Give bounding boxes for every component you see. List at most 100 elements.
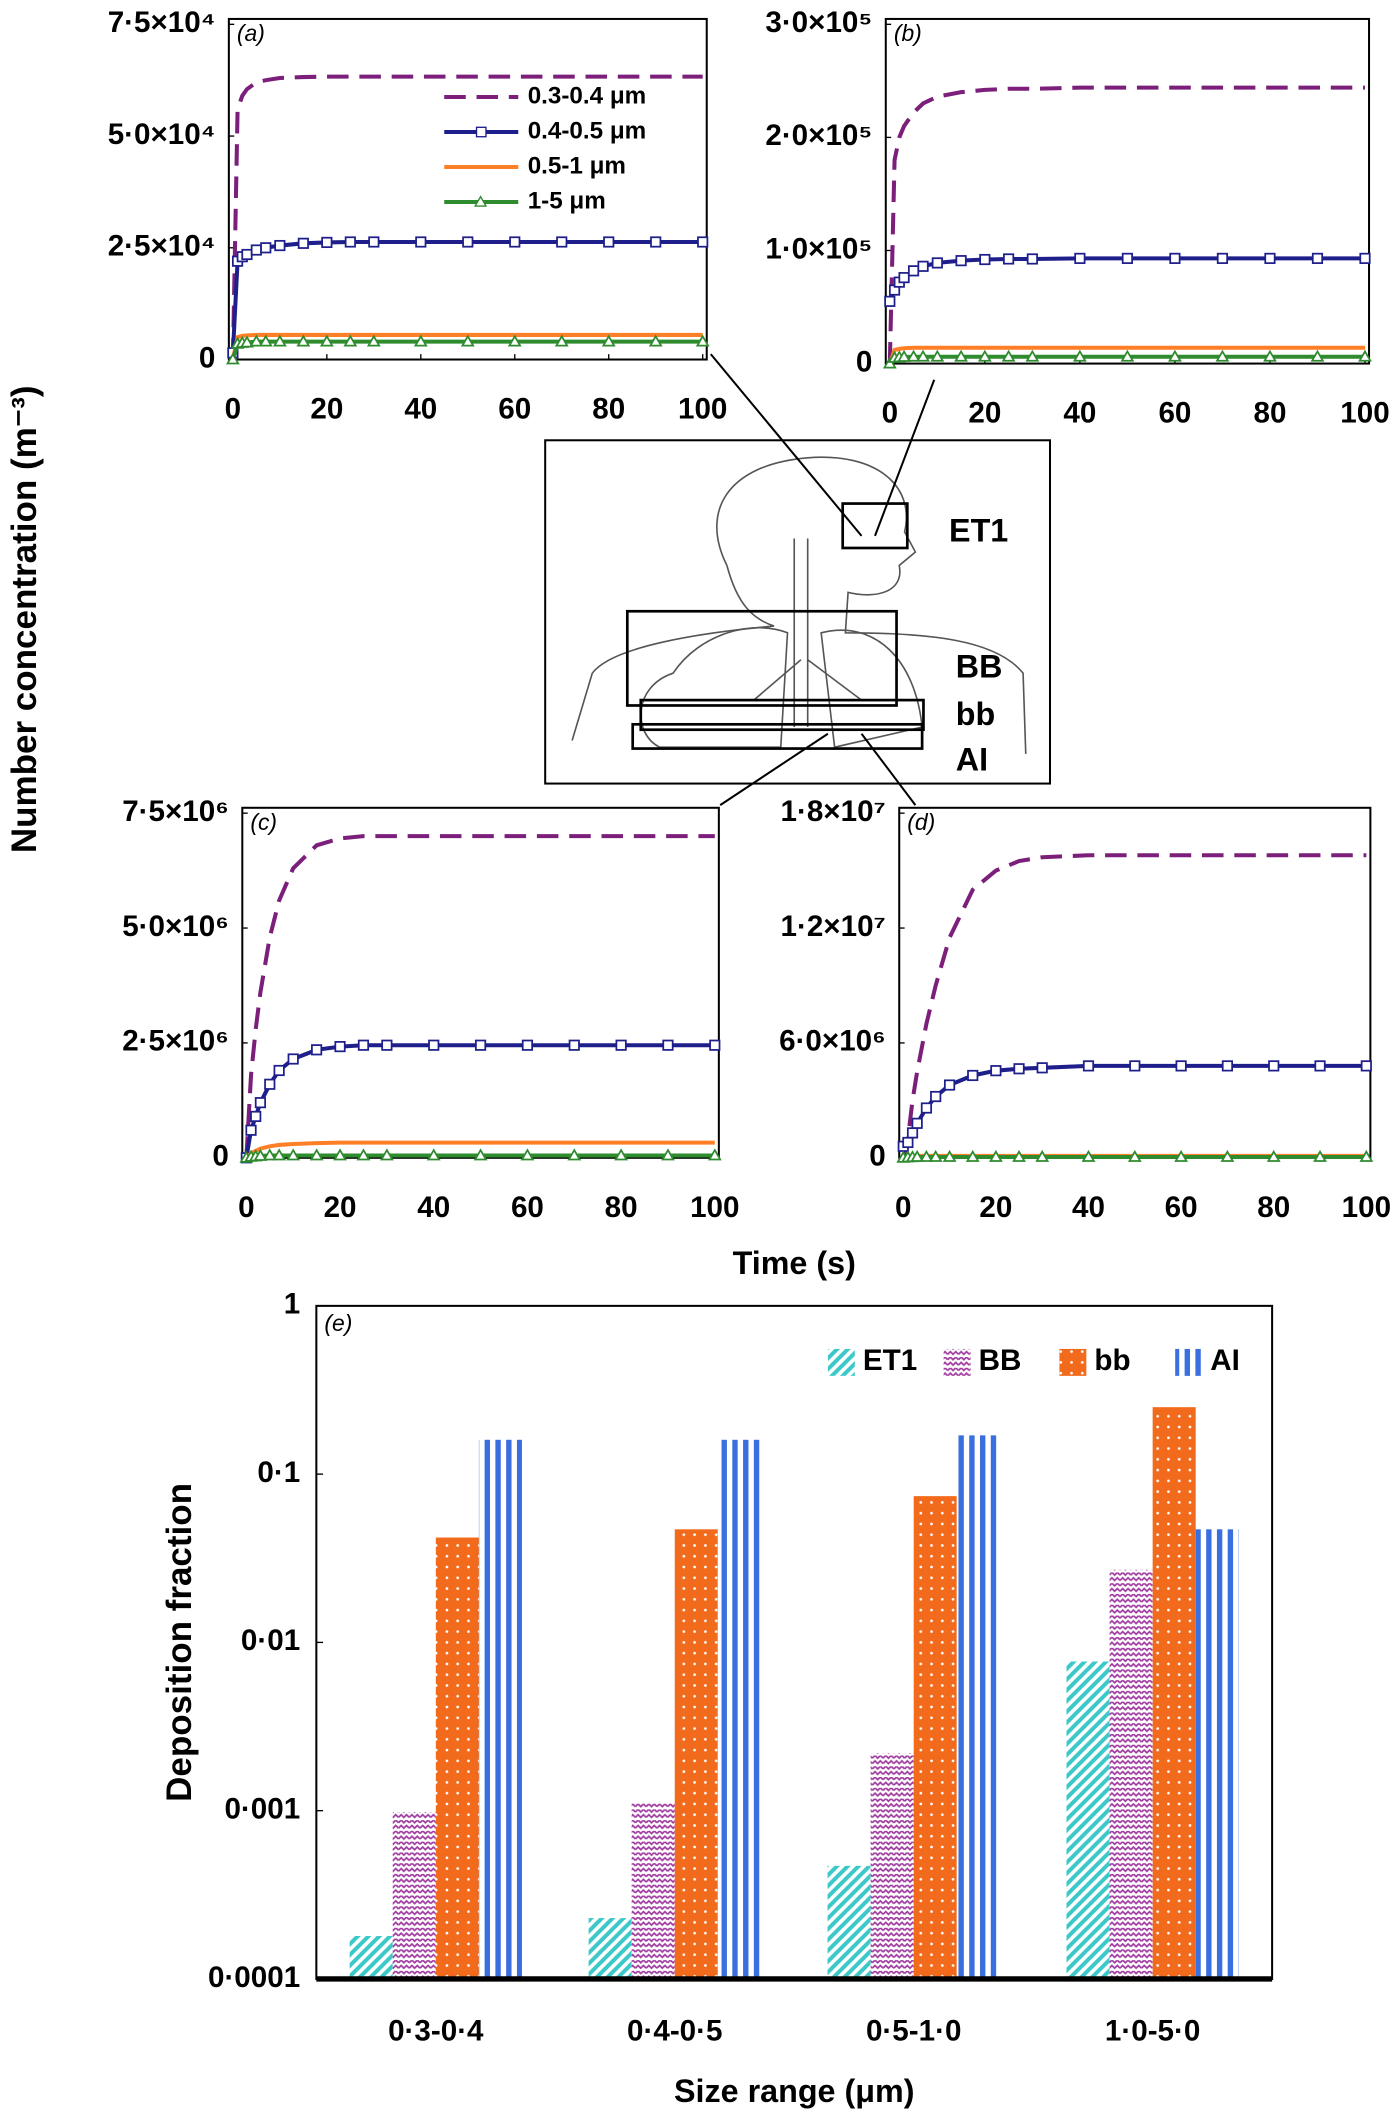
y-tick-label: 3·0×10⁵ [765, 6, 872, 39]
bar [1109, 1569, 1153, 1979]
x-tick-label: 20 [968, 397, 1001, 430]
marker [911, 1117, 923, 1129]
marker [1360, 1060, 1372, 1072]
bar [827, 1865, 871, 1979]
y-tick-label: 1·8×10⁷ [781, 795, 886, 828]
y-tick-label: 0·01 [241, 1624, 300, 1657]
marker [379, 1148, 394, 1161]
marker [661, 1148, 675, 1161]
marker [1001, 349, 1016, 362]
marker [906, 349, 921, 362]
marker [1175, 1060, 1187, 1072]
x-tick-label: 0·4-0·5 [627, 2015, 722, 2048]
bar [956, 1435, 1000, 1979]
panel-label: (d) [907, 809, 935, 835]
marker [943, 1079, 956, 1091]
y-tick-label: 0·0001 [208, 1961, 300, 1994]
legend-swatch [1059, 1348, 1087, 1376]
marker [648, 334, 663, 347]
x-tick-label: 0 [225, 393, 241, 426]
marker [426, 1148, 441, 1161]
y-tick-label: 0·001 [224, 1793, 300, 1826]
x-tick-label: 0·5-1·0 [866, 2015, 961, 2048]
marker [274, 239, 286, 252]
bar [1195, 1529, 1239, 1979]
marker [556, 236, 568, 248]
marker [1313, 1149, 1327, 1162]
marker [249, 334, 264, 347]
y-tick-label: 6·0×10⁶ [779, 1025, 886, 1058]
marker [1264, 252, 1276, 264]
y-tick-label: 1·2×10⁷ [781, 910, 886, 943]
marker [1025, 349, 1040, 362]
marker [1035, 1149, 1050, 1162]
marker [1359, 1149, 1374, 1162]
marker [882, 356, 897, 369]
marker [250, 1110, 262, 1123]
legend-label: 1-5 μm [528, 187, 606, 214]
legend-label: BB [979, 1344, 1022, 1377]
x-tick-label: 0 [238, 1191, 254, 1224]
arrow [874, 379, 936, 537]
marker [240, 335, 254, 348]
y-tick-label: 0 [212, 1140, 228, 1173]
arrows [709, 353, 936, 806]
region-label: ET1 [949, 513, 1008, 549]
marker [1129, 1060, 1141, 1072]
marker [1081, 1149, 1096, 1162]
marker [272, 334, 287, 347]
marker [568, 1039, 580, 1051]
legend-label: 0.5-1 μm [528, 152, 626, 179]
marker [273, 1064, 285, 1077]
legend-swatch [827, 1348, 855, 1376]
marker [603, 236, 615, 248]
arrow [719, 732, 829, 806]
plot-frame [884, 17, 1371, 365]
marker [1036, 1062, 1048, 1074]
series-line [230, 332, 703, 360]
x-tick-label: 80 [592, 393, 625, 426]
diagram: ET1 BB bb AI [544, 353, 1052, 806]
marker [1310, 349, 1325, 362]
marker [344, 236, 356, 248]
marker [1003, 253, 1015, 265]
x-tick-label: 100 [1342, 1191, 1391, 1224]
bar [1066, 1661, 1110, 1979]
marker [241, 248, 253, 261]
airway-outline [753, 538, 863, 728]
y-tick-label: 0 [856, 345, 872, 378]
y-tick-label: 5·0×10⁶ [122, 910, 229, 943]
x-tick-label: 0·3-0·4 [388, 2015, 484, 2048]
marker [1169, 252, 1181, 264]
x-tick-label: 0 [882, 397, 898, 430]
marker [928, 1149, 943, 1162]
marker [707, 1148, 722, 1161]
arrow [709, 353, 863, 537]
marker [1358, 349, 1372, 362]
marker [1215, 349, 1230, 362]
x-axis-label: Time (s) [733, 1245, 856, 1281]
diagram-frame [544, 439, 1052, 785]
marker [1072, 349, 1087, 362]
plot-frame [227, 17, 708, 361]
marker [334, 1041, 346, 1053]
x-tick-label: 100 [1340, 397, 1389, 430]
marker [554, 334, 569, 347]
marker [473, 1148, 488, 1161]
plot-frame [898, 806, 1372, 1159]
y-tick-label: 7·5×10⁴ [108, 6, 216, 39]
marker [990, 1065, 1002, 1077]
marker [1026, 253, 1038, 265]
legend-label: AI [1210, 1344, 1240, 1377]
legend-marker [474, 195, 488, 207]
marker [930, 349, 945, 362]
marker [662, 1039, 674, 1051]
x-tick-label: 1·0-5·0 [1105, 2015, 1200, 2048]
marker [930, 1090, 942, 1103]
series-line [244, 834, 715, 1158]
marker [1013, 1063, 1025, 1075]
y-tick-label: 0 [869, 1140, 885, 1173]
x-tick-label: 80 [1257, 1191, 1290, 1224]
marker [264, 1078, 276, 1090]
y-axis-label: Deposition fraction [160, 1483, 199, 1802]
